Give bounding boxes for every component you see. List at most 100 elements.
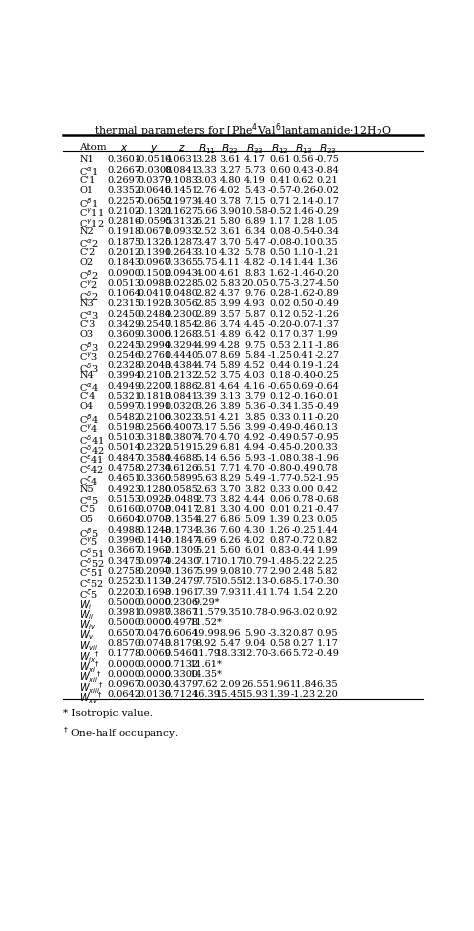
Text: 0.1451: 0.1451 [164,186,199,196]
Text: 2.52: 2.52 [196,227,218,236]
Text: $y$: $y$ [150,142,158,155]
Text: 10.79: 10.79 [241,557,269,566]
Text: 0.1248: 0.1248 [137,526,171,534]
Text: 0.0320: 0.0320 [164,402,199,412]
Text: 0.50: 0.50 [269,248,291,257]
Text: 7.39: 7.39 [196,587,218,597]
Text: 0.0513: 0.0513 [108,279,142,288]
Text: 0.3584: 0.3584 [137,453,171,463]
Text: -0.0652: -0.0652 [136,196,173,206]
Text: -0.52: -0.52 [291,475,316,483]
Text: 5.14: 5.14 [196,453,218,463]
Text: -0.49: -0.49 [268,433,292,442]
Text: 2.25: 2.25 [317,557,338,566]
Text: 2.82: 2.82 [196,290,218,298]
Text: -0.10: -0.10 [291,237,316,247]
Text: 0.0925: 0.0925 [137,495,171,504]
Text: O3: O3 [80,331,93,339]
Text: 3.74: 3.74 [219,320,241,329]
Text: -0.80: -0.80 [268,464,292,473]
Text: 0.3360: 0.3360 [137,475,171,483]
Text: -0.2479: -0.2479 [163,577,201,587]
Text: 4.80: 4.80 [219,176,241,185]
Text: 10.55: 10.55 [216,577,244,587]
Text: 0.33: 0.33 [317,443,338,452]
Text: 3.39: 3.39 [196,392,218,401]
Text: -0.84: -0.84 [315,166,340,175]
Text: 3.28: 3.28 [196,155,218,165]
Text: 0.17: 0.17 [269,331,291,339]
Text: -1.77: -1.77 [267,475,292,483]
Text: -1.25: -1.25 [267,351,292,360]
Text: 0.53: 0.53 [269,341,291,350]
Text: 1.99: 1.99 [317,546,338,556]
Text: 0.2097: 0.2097 [137,567,171,576]
Text: 0.95: 0.95 [317,628,338,638]
Text: -0.49: -0.49 [315,649,340,658]
Text: 0.0646: 0.0646 [137,186,171,196]
Text: -0.25: -0.25 [291,526,316,534]
Text: -0.49: -0.49 [291,464,316,473]
Text: 0.2994: 0.2994 [137,341,171,350]
Text: 0.3867: 0.3867 [164,608,199,617]
Text: 5.90: 5.90 [244,628,266,638]
Text: 0.1923: 0.1923 [137,300,171,308]
Text: 2.81: 2.81 [196,506,218,514]
Text: 4.11: 4.11 [219,258,241,267]
Text: 10.17: 10.17 [216,557,244,566]
Text: O5: O5 [80,516,93,524]
Text: 0.1973: 0.1973 [164,196,199,206]
Text: 0.1083: 0.1083 [164,176,199,185]
Text: -0.25: -0.25 [315,371,340,381]
Text: 11.79: 11.79 [192,649,220,658]
Text: 0.1502: 0.1502 [137,269,171,277]
Text: C'3: C'3 [80,320,96,329]
Text: C$^{\beta}$4: C$^{\beta}$4 [80,412,100,426]
Text: 1.54: 1.54 [292,587,314,597]
Text: O1: O1 [80,186,93,196]
Text: 8.92: 8.92 [196,639,218,648]
Text: -3.32: -3.32 [267,628,292,638]
Text: 3.61: 3.61 [219,227,241,236]
Text: -0.0514: -0.0514 [136,155,173,165]
Text: 0.18: 0.18 [269,371,291,381]
Text: 0.0000: 0.0000 [137,659,171,668]
Text: 0.62: 0.62 [293,176,314,185]
Text: -0.20: -0.20 [291,443,316,452]
Text: 5.29: 5.29 [196,443,218,452]
Text: -0.40: -0.40 [291,371,316,381]
Text: 0.87: 0.87 [293,628,314,638]
Text: -0.1961: -0.1961 [163,587,200,597]
Text: 7.15: 7.15 [244,196,266,206]
Text: 14.35*: 14.35* [190,669,223,679]
Text: 7.71: 7.71 [219,464,241,473]
Text: 0.58: 0.58 [269,639,291,648]
Text: 2.20: 2.20 [317,587,338,597]
Text: 5.93: 5.93 [244,453,266,463]
Text: 4.99: 4.99 [196,341,218,350]
Text: -0.2430: -0.2430 [163,557,201,566]
Text: 0.52: 0.52 [293,310,314,318]
Text: 6.51: 6.51 [196,464,218,473]
Text: 3.82: 3.82 [219,495,241,504]
Text: 0.1280: 0.1280 [137,485,171,493]
Text: 1.39: 1.39 [269,516,291,524]
Text: -1.86: -1.86 [315,341,340,350]
Text: N1: N1 [80,155,94,165]
Text: -1.48: -1.48 [267,557,292,566]
Text: -0.20: -0.20 [315,269,340,277]
Text: 3.10: 3.10 [196,248,218,257]
Text: -0.0417: -0.0417 [163,506,201,514]
Text: -0.95: -0.95 [315,433,340,442]
Text: 0.82: 0.82 [317,536,338,545]
Text: 3.13: 3.13 [219,392,241,401]
Text: $B_{33}$: $B_{33}$ [246,142,264,156]
Text: 4.89: 4.89 [219,331,241,339]
Text: 0.0743: 0.0743 [137,639,171,648]
Text: -0.26: -0.26 [291,186,316,196]
Text: 11.84: 11.84 [290,680,318,689]
Text: 15.45: 15.45 [216,691,244,699]
Text: 1.35: 1.35 [292,402,314,412]
Text: 0.5899: 0.5899 [164,475,199,483]
Text: C$^{\beta}$1: C$^{\beta}$1 [80,196,99,210]
